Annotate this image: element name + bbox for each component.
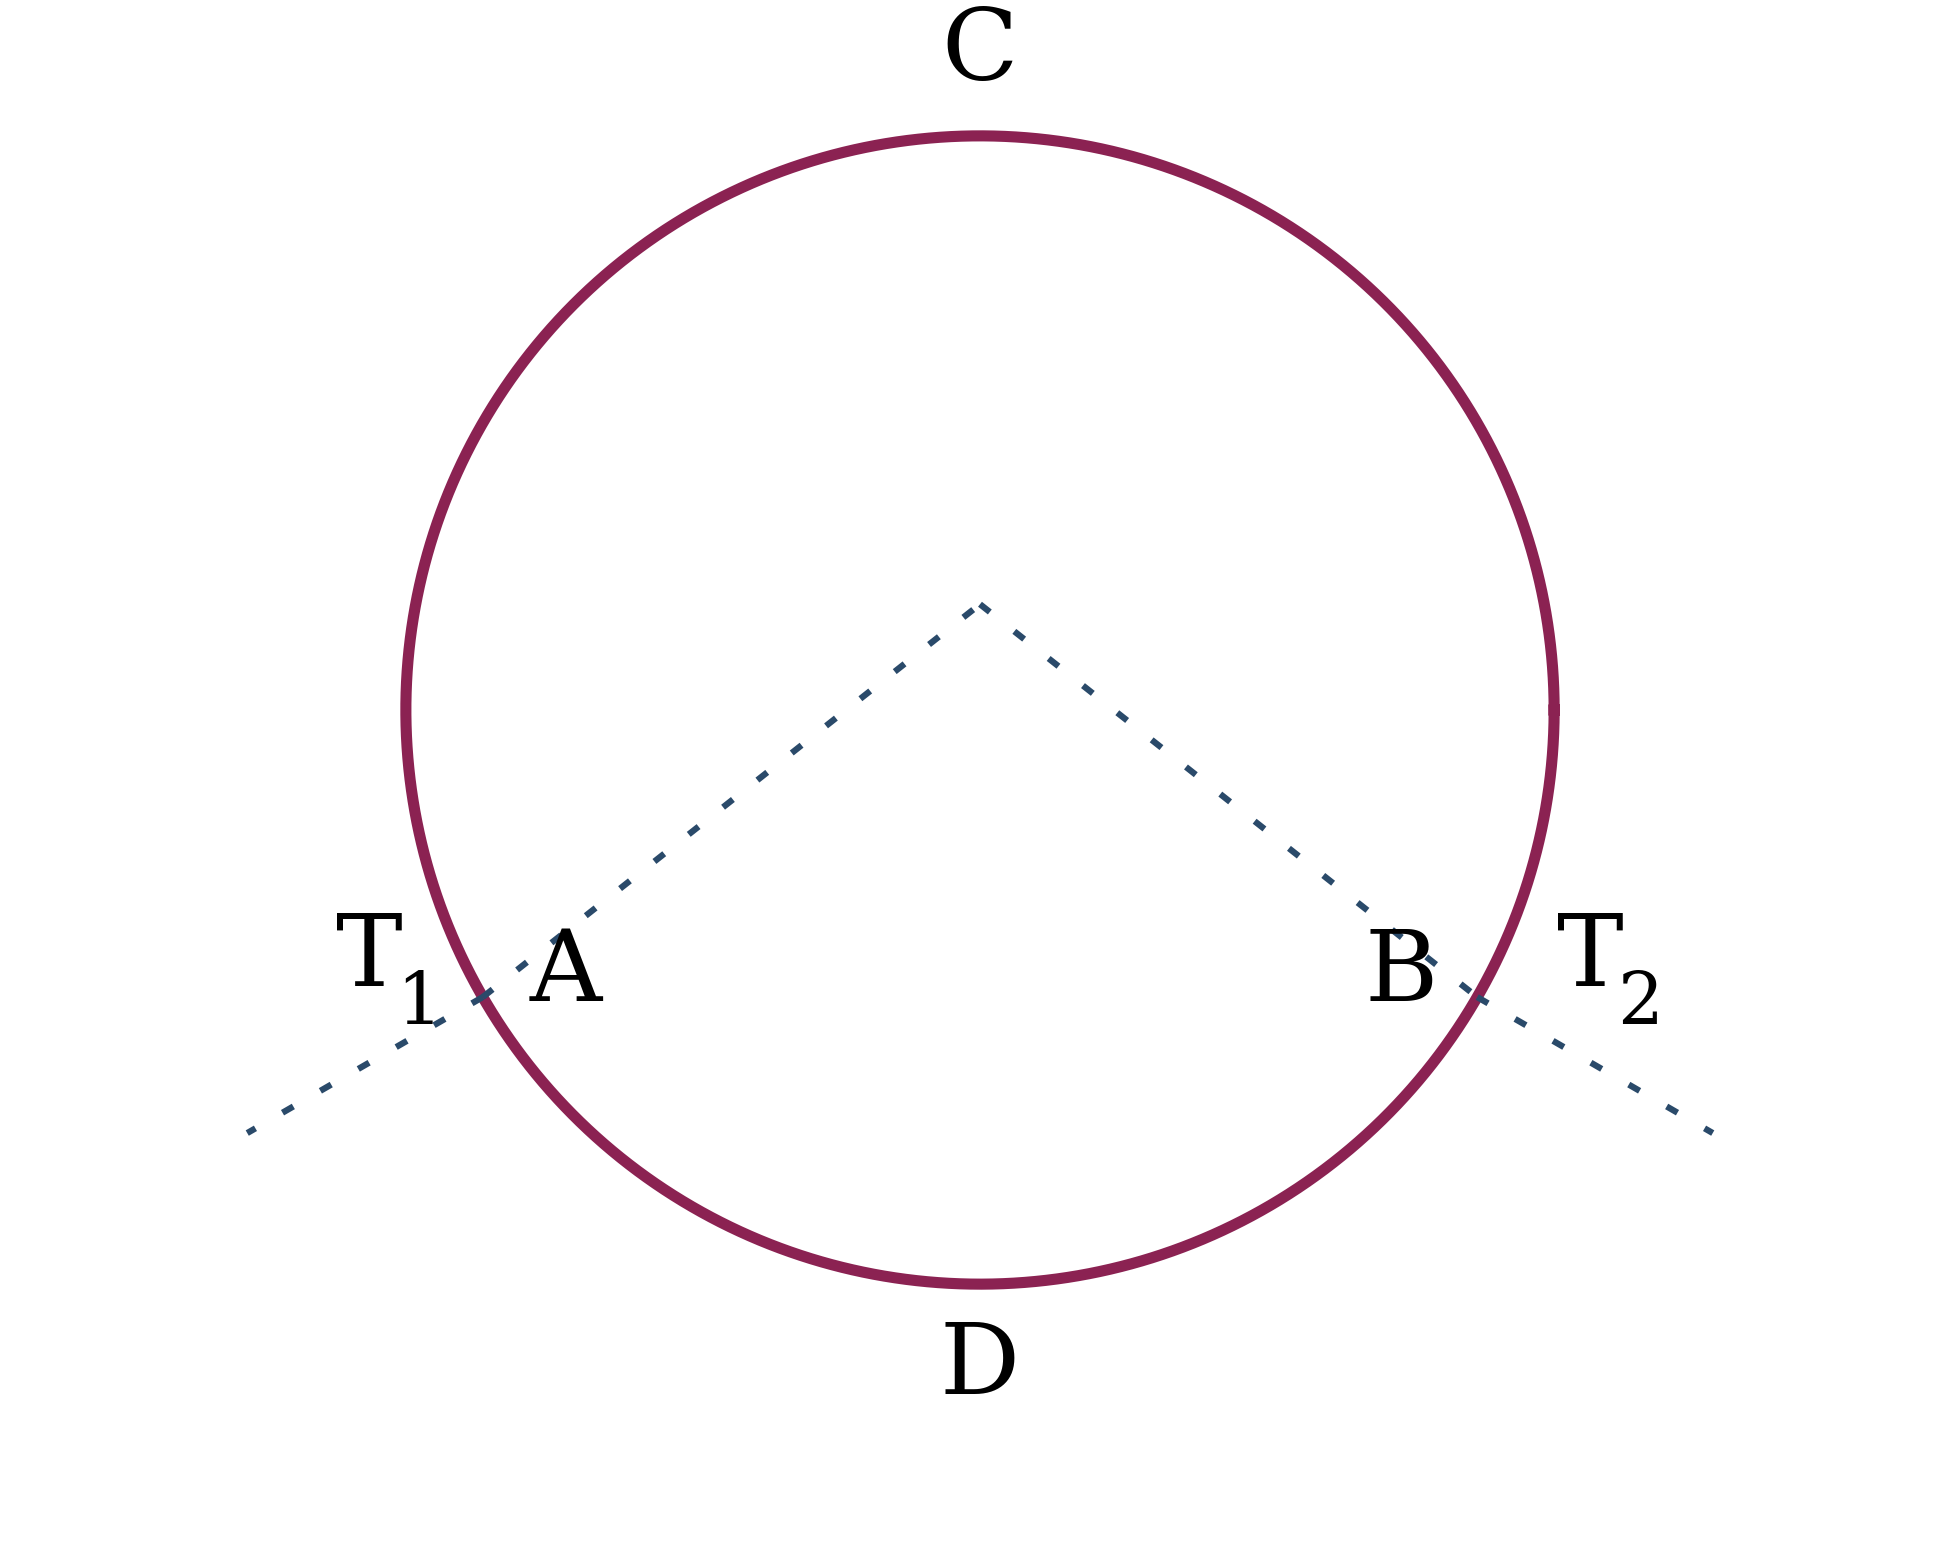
Text: T: T — [335, 911, 404, 1008]
Text: T: T — [1556, 911, 1625, 1008]
Text: B: B — [1364, 926, 1439, 1022]
Text: 1: 1 — [396, 969, 443, 1040]
Text: D: D — [941, 1319, 1019, 1415]
Text: 2: 2 — [1617, 969, 1664, 1040]
Text: A: A — [529, 926, 602, 1022]
Text: C: C — [941, 5, 1019, 100]
